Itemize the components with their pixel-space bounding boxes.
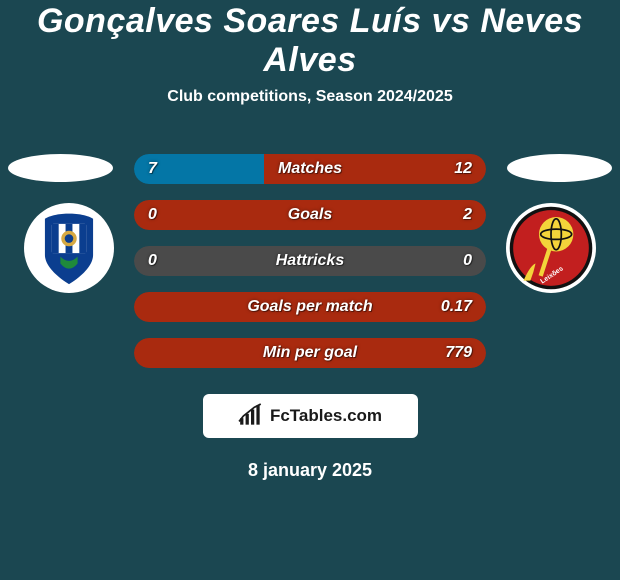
brand-label: FcTables.com bbox=[270, 406, 382, 426]
subtitle: Club competitions, Season 2024/2025 bbox=[0, 88, 620, 106]
stat-label: Hattricks bbox=[134, 246, 486, 276]
stat-label: Goals per match bbox=[134, 292, 486, 322]
player-left-ellipse bbox=[8, 154, 113, 182]
club-crest-right: Leixões bbox=[506, 203, 596, 293]
headline: Gonçalves Soares Luís vs Neves Alves bbox=[0, 2, 620, 80]
stat-row: 779Min per goal bbox=[134, 338, 486, 368]
stat-rows: 712Matches 02Goals 00Hattricks 0.17Goals pe… bbox=[134, 154, 486, 384]
club-crest-left bbox=[24, 203, 114, 293]
brand-box[interactable]: FcTables.com bbox=[203, 394, 418, 438]
stat-row: 02Goals bbox=[134, 200, 486, 230]
fc-porto-crest-icon bbox=[26, 205, 112, 291]
date-label: 8 january 2025 bbox=[0, 460, 620, 481]
stat-label: Min per goal bbox=[134, 338, 486, 368]
chart-icon bbox=[238, 403, 264, 429]
stat-row: 712Matches bbox=[134, 154, 486, 184]
stat-row: 00Hattricks bbox=[134, 246, 486, 276]
infographic-container: Gonçalves Soares Luís vs Neves Alves Clu… bbox=[0, 0, 620, 580]
stat-label: Goals bbox=[134, 200, 486, 230]
stat-row: 0.17Goals per match bbox=[134, 292, 486, 322]
stat-label: Matches bbox=[134, 154, 486, 184]
leixoes-crest-icon: Leixões bbox=[508, 205, 594, 291]
player-right-ellipse bbox=[507, 154, 612, 182]
stats-area: Leixões 712Matches 02Goals 00Hattricks 0.17… bbox=[0, 138, 620, 388]
